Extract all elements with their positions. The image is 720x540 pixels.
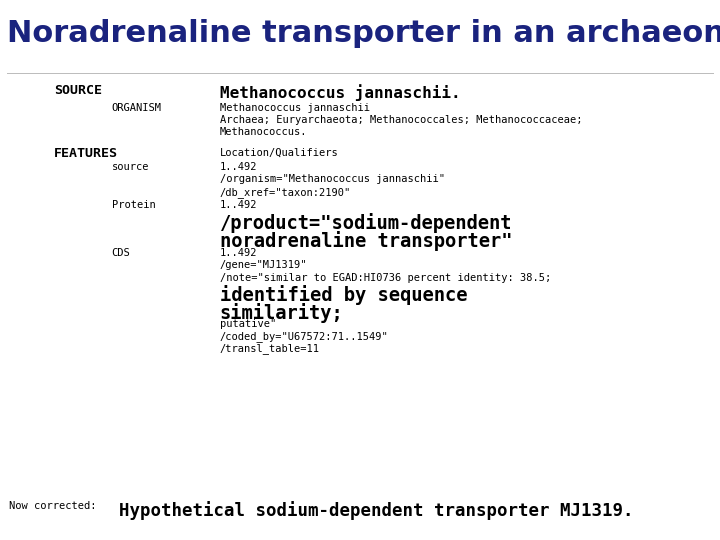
Text: 1..492: 1..492 <box>220 200 257 210</box>
Text: Archaea; Euryarchaeota; Methanococcales; Methanococcaceae;: Archaea; Euryarchaeota; Methanococcales;… <box>220 115 582 125</box>
Text: Protein: Protein <box>112 200 156 210</box>
Text: noradrenaline transporter": noradrenaline transporter" <box>220 231 512 251</box>
Text: Hypothetical sodium-dependent transporter MJ1319.: Hypothetical sodium-dependent transporte… <box>119 501 634 520</box>
Text: /coded_by="U67572:71..1549": /coded_by="U67572:71..1549" <box>220 331 388 342</box>
Text: /product="sodium-dependent: /product="sodium-dependent <box>220 213 512 233</box>
Text: Location/Qualifiers: Location/Qualifiers <box>220 147 338 158</box>
Text: /db_xref="taxon:2190": /db_xref="taxon:2190" <box>220 187 351 198</box>
Text: /gene="MJ1319": /gene="MJ1319" <box>220 260 307 271</box>
Text: FEATURES: FEATURES <box>54 147 118 160</box>
Text: source: source <box>112 162 149 172</box>
Text: identified by sequence: identified by sequence <box>220 285 467 305</box>
Text: Methanococcus jannaschii: Methanococcus jannaschii <box>220 103 369 113</box>
Text: 1..492: 1..492 <box>220 162 257 172</box>
Text: SOURCE: SOURCE <box>54 84 102 97</box>
Text: similarity;: similarity; <box>220 303 343 323</box>
Text: Methanococcus.: Methanococcus. <box>220 127 307 138</box>
Text: /transl_table=11: /transl_table=11 <box>220 343 320 354</box>
Text: putative": putative" <box>220 319 276 329</box>
Text: Methanococcus jannaschii.: Methanococcus jannaschii. <box>220 84 460 100</box>
Text: Now corrected:: Now corrected: <box>9 501 97 511</box>
Text: /note="similar to EGAD:HI0736 percent identity: 38.5;: /note="similar to EGAD:HI0736 percent id… <box>220 273 551 283</box>
Text: ORGANISM: ORGANISM <box>112 103 161 113</box>
Text: 1..492: 1..492 <box>220 248 257 258</box>
Text: CDS: CDS <box>112 248 130 258</box>
Text: /organism="Methanococcus jannaschii": /organism="Methanococcus jannaschii" <box>220 174 445 185</box>
Text: Noradrenaline transporter in an archaeon?: Noradrenaline transporter in an archaeon… <box>7 19 720 48</box>
